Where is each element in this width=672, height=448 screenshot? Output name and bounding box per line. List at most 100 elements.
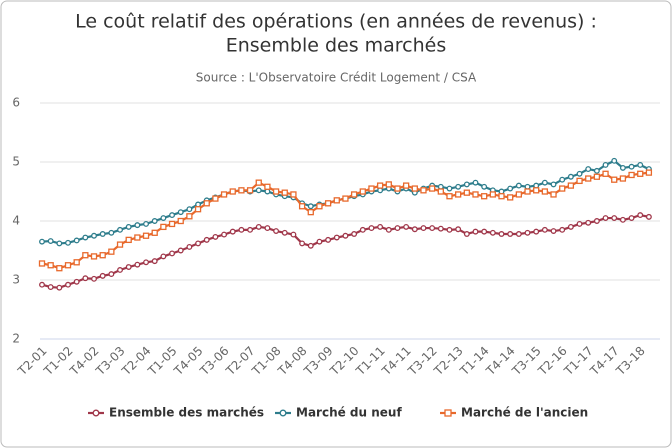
chart-subtitle: Source : L'Observatoire Crédit Logement … (196, 71, 477, 85)
data-point (602, 215, 609, 221)
data-point (489, 229, 496, 236)
data-point (324, 200, 332, 207)
data-point (177, 247, 184, 254)
data-point (489, 191, 496, 198)
data-point (472, 191, 479, 198)
data-point (351, 231, 358, 237)
data-point (550, 181, 557, 188)
data-point (559, 226, 566, 233)
data-point (125, 236, 132, 244)
data-point (585, 219, 592, 226)
data-point (359, 226, 366, 233)
data-point (446, 226, 453, 233)
data-point (116, 241, 124, 248)
data-point (169, 212, 175, 219)
data-point (65, 239, 71, 246)
data-point (576, 170, 583, 177)
data-point (186, 206, 193, 213)
data-point (73, 259, 80, 266)
data-point (611, 176, 618, 183)
data-point (455, 191, 462, 198)
data-point (637, 170, 644, 177)
data-point (481, 228, 488, 235)
data-point (507, 185, 514, 192)
data-point (47, 238, 54, 245)
data-point (194, 206, 202, 213)
data-point (446, 185, 453, 192)
data-point (151, 258, 158, 265)
data-point (108, 248, 115, 255)
data-point (472, 179, 479, 186)
data-point (273, 228, 280, 234)
data-point (628, 215, 635, 221)
data-point (264, 183, 271, 190)
data-point (377, 223, 384, 230)
data-point (376, 182, 384, 189)
data-point (82, 234, 89, 241)
data-point (177, 217, 184, 225)
data-point (65, 281, 71, 288)
data-point (515, 182, 522, 189)
chart-title: Le coût relatif des opérations (en année… (75, 11, 597, 33)
data-point (394, 225, 401, 232)
data-point (290, 191, 297, 198)
data-point (177, 209, 184, 216)
y-tick-label: 6 (12, 96, 20, 110)
legend-marker (444, 409, 452, 417)
data-point (585, 166, 592, 173)
data-point (333, 234, 340, 241)
data-point (507, 194, 514, 201)
data-point (281, 189, 288, 196)
data-point (394, 185, 401, 192)
data-point (411, 226, 418, 233)
data-point (515, 191, 522, 198)
data-point (420, 187, 427, 194)
data-point (125, 223, 132, 230)
y-tick-label: 5 (12, 155, 20, 169)
data-point (298, 203, 306, 210)
data-point (593, 167, 600, 174)
data-point (593, 173, 601, 180)
legend-marker (279, 409, 287, 417)
data-point (342, 195, 349, 202)
data-point (160, 223, 167, 231)
data-point (463, 189, 470, 196)
data-point (73, 278, 80, 285)
data-point (472, 228, 479, 235)
data-point (385, 181, 392, 188)
y-tick-label: 4 (12, 214, 20, 228)
data-point (637, 161, 644, 168)
data-point (169, 250, 175, 257)
data-point (99, 231, 106, 237)
legend-label: Ensemble des marchés (109, 406, 264, 420)
data-point (307, 242, 314, 249)
y-tick-label: 3 (12, 273, 20, 287)
data-point (507, 231, 514, 237)
data-point (299, 240, 306, 247)
data-point (38, 260, 46, 267)
data-point (264, 225, 271, 232)
data-point (73, 237, 80, 244)
data-point (91, 275, 97, 282)
data-point (64, 262, 72, 269)
data-point (385, 226, 392, 233)
data-point (403, 223, 410, 230)
data-point (524, 188, 531, 195)
data-point (567, 173, 574, 180)
data-point (455, 226, 462, 233)
data-point (238, 187, 245, 194)
data-point (455, 183, 462, 190)
data-point (151, 218, 158, 224)
data-point (350, 191, 358, 198)
data-point (437, 188, 444, 195)
data-point (82, 275, 89, 282)
data-point (134, 261, 141, 268)
data-point (220, 191, 228, 198)
data-point (645, 213, 652, 220)
data-point (125, 264, 132, 270)
data-point (325, 236, 332, 243)
data-point (619, 164, 626, 171)
data-point (637, 212, 644, 219)
